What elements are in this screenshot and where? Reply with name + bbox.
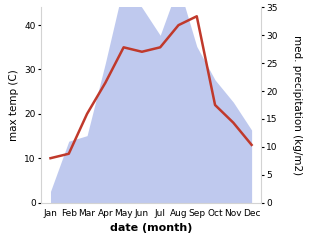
Y-axis label: med. precipitation (kg/m2): med. precipitation (kg/m2) [292, 35, 302, 175]
Y-axis label: max temp (C): max temp (C) [9, 69, 19, 141]
X-axis label: date (month): date (month) [110, 223, 192, 233]
